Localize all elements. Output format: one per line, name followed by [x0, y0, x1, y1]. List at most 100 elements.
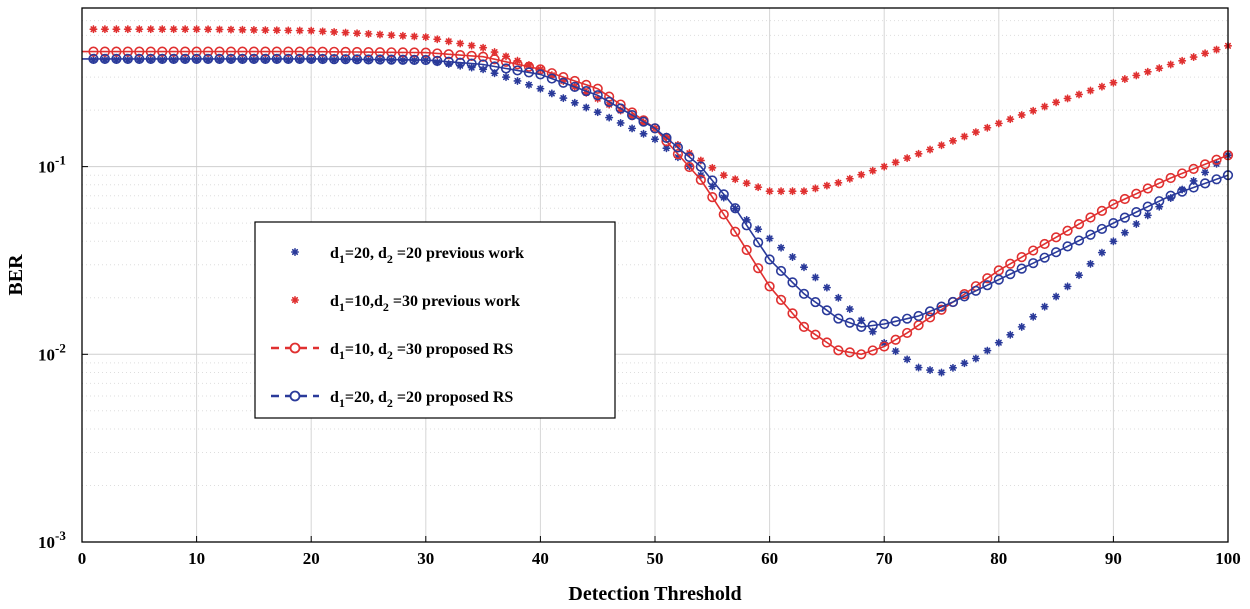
series-marker: [971, 354, 980, 363]
series-marker: [1154, 196, 1165, 207]
series-marker: [1073, 219, 1085, 230]
y-tick-label: 10-2: [38, 340, 66, 364]
series-marker: [718, 189, 729, 200]
series-marker: [1131, 188, 1142, 199]
x-tick-label: 0: [78, 549, 87, 568]
series-marker: [948, 136, 957, 145]
series-marker: [387, 31, 396, 40]
series-marker: [386, 47, 397, 58]
series-marker: [913, 310, 924, 322]
series-marker: [754, 225, 763, 234]
series-marker: [1120, 228, 1129, 237]
series-marker: [867, 345, 878, 356]
series-marker: [134, 53, 145, 64]
series-marker: [719, 171, 728, 180]
series-marker: [764, 281, 775, 292]
series-marker: [1097, 248, 1106, 257]
series-marker: [581, 85, 592, 97]
series-marker: [351, 54, 363, 65]
series-marker: [374, 47, 386, 58]
series-marker: [730, 203, 741, 214]
series-marker: [983, 346, 992, 355]
series-marker: [398, 31, 407, 40]
series-marker: [478, 51, 489, 62]
series-marker: [890, 316, 901, 327]
x-tick-label: 90: [1105, 549, 1122, 568]
series-marker: [489, 54, 500, 65]
series-marker: [341, 28, 350, 37]
series-marker: [443, 49, 454, 60]
series-marker: [546, 73, 557, 84]
series-marker: [386, 54, 397, 65]
series-marker: [891, 347, 900, 356]
legend-label: d1=10, d2 =30 proposed RS: [330, 341, 513, 362]
series-marker: [1143, 67, 1152, 76]
series-marker: [1062, 241, 1073, 252]
series-marker: [237, 53, 248, 64]
legend-marker: [290, 248, 300, 256]
series-marker: [433, 35, 442, 44]
series-marker: [684, 161, 695, 173]
series-marker: [1155, 64, 1164, 73]
series-marker: [1132, 71, 1141, 80]
series-marker: [741, 220, 752, 231]
series-marker: [1096, 223, 1108, 235]
series-marker: [363, 54, 374, 65]
series-marker: [788, 187, 797, 196]
series-marker: [535, 69, 546, 80]
series-marker: [1211, 154, 1222, 165]
series-marker: [88, 53, 99, 64]
series-marker: [971, 128, 980, 137]
series-marker: [226, 25, 235, 34]
series-marker: [628, 124, 637, 133]
series-marker: [799, 187, 808, 196]
series-marker: [1142, 201, 1153, 212]
series-marker: [924, 306, 936, 317]
series-marker: [145, 53, 156, 64]
series-marker: [1040, 102, 1049, 111]
series-marker: [902, 313, 913, 324]
series-marker: [775, 265, 787, 277]
series-marker: [145, 46, 156, 57]
series-marker: [478, 59, 489, 70]
series-marker: [1143, 211, 1152, 220]
series-marker: [513, 76, 522, 85]
series-marker: [410, 32, 419, 41]
series-marker: [523, 67, 535, 78]
series-marker: [1096, 205, 1108, 216]
series-marker: [1212, 45, 1221, 54]
series-marker: [294, 53, 305, 64]
series-2: [89, 25, 1232, 196]
series-marker: [1016, 252, 1027, 263]
series-marker: [1086, 86, 1095, 95]
series-marker: [191, 53, 202, 64]
series-marker: [1165, 172, 1176, 184]
series-marker: [1028, 258, 1039, 269]
series-marker: [821, 337, 833, 348]
series-marker: [375, 30, 384, 39]
series-marker: [1073, 235, 1085, 246]
series-marker: [1201, 49, 1210, 58]
series-marker: [420, 54, 431, 66]
series-marker: [695, 161, 706, 172]
series-marker: [1063, 94, 1072, 103]
series-marker: [559, 94, 568, 103]
series-marker: [1131, 207, 1142, 218]
series-marker: [181, 25, 190, 34]
series-marker: [948, 363, 957, 372]
series-marker: [844, 317, 855, 328]
series-marker: [225, 53, 237, 64]
series-marker: [880, 162, 889, 171]
legend: d1=20, d2 =20 previous work d1=10,d2 =30 …: [254, 221, 616, 419]
series-marker: [1166, 60, 1175, 69]
series-marker: [1142, 183, 1153, 194]
x-tick-label: 20: [303, 549, 320, 568]
series-marker: [982, 280, 993, 291]
series-marker: [867, 320, 878, 331]
series-marker: [742, 179, 751, 188]
series-marker: [822, 283, 831, 292]
series-marker: [569, 81, 580, 93]
series-marker: [960, 132, 969, 141]
series-marker: [158, 25, 167, 34]
